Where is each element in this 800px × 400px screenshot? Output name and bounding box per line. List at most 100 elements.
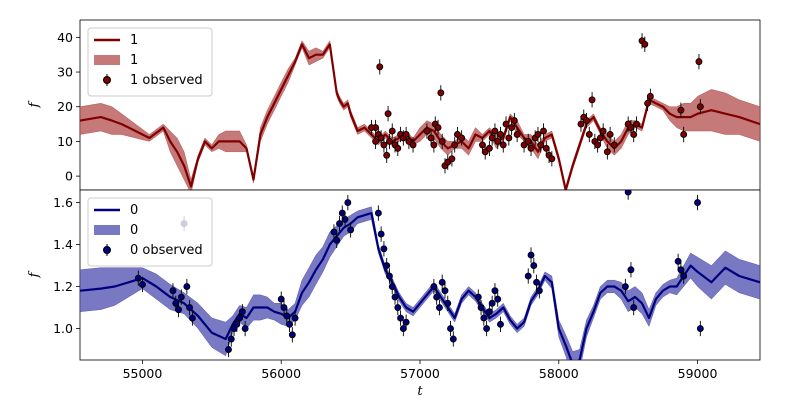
bottom-observed-point [344, 199, 352, 207]
top-observed-point [646, 92, 654, 100]
bottom-observed-point [175, 306, 182, 314]
bottom-observed-point [225, 346, 232, 353]
x-axis-label: t [417, 384, 423, 399]
top-observed-point [384, 110, 392, 118]
bottom-legend-band-swatch [94, 225, 120, 235]
bottom-series-line [80, 212, 760, 360]
bottom-observed-point [280, 304, 288, 311]
top-observed-point [513, 131, 521, 138]
top-observed-point [430, 141, 438, 149]
bottom-observed-point [677, 266, 685, 274]
top-observed-point [630, 131, 638, 138]
bottom-x-tick-label: 57000 [400, 366, 440, 381]
top-observed-point [606, 131, 614, 138]
top-observed-point [596, 134, 604, 142]
bottom-observed-point [288, 331, 296, 339]
bottom-x-ticks: 55000 56000 57000 58000 59000 [123, 360, 718, 381]
bottom-observed-point [433, 293, 441, 301]
bottom-observed-point [441, 287, 449, 295]
top-observed-point [627, 124, 635, 132]
bottom-observed-point [696, 325, 704, 332]
bottom-observed-point [338, 209, 346, 217]
bottom-observed-point [188, 314, 196, 322]
bottom-observed-point [336, 220, 343, 228]
top-observed-point [438, 137, 446, 145]
top-observed-point [458, 134, 466, 142]
bottom-observed-point [674, 257, 682, 265]
bottom-observed-point [374, 209, 382, 217]
bottom-observed-point [694, 199, 702, 207]
bottom-observed-point [621, 283, 629, 290]
top-observed-point [524, 137, 532, 145]
bottom-observed-point [291, 314, 299, 322]
top-observed-point [502, 120, 510, 128]
bottom-observed-point [241, 325, 249, 332]
bottom-observed-point [488, 299, 496, 307]
bottom-observed-point [391, 293, 399, 301]
top-observed-point [394, 144, 402, 152]
bottom-observed-point [438, 278, 446, 286]
bottom-observed-point [474, 293, 482, 301]
top-legend-band-swatch [94, 55, 120, 65]
top-observed-point [402, 131, 410, 138]
bottom-observed-point [477, 304, 485, 311]
top-uncertainty-band [80, 40, 760, 190]
bottom-x-tick-label: 59000 [678, 366, 718, 381]
bottom-legend: 0 0 0 observed [87, 197, 213, 267]
top-legend-label-line: 1 [130, 33, 138, 48]
top-observed-point [599, 127, 607, 135]
bottom-observed-point [377, 230, 385, 238]
bottom-y-ticks: 1.0 1.2 1.4 1.6 [53, 195, 80, 336]
bottom-observed-point [533, 278, 541, 286]
bottom-legend-marker-swatch [103, 246, 111, 254]
bottom-observed-point [627, 266, 635, 274]
bottom-observed-point [383, 262, 391, 270]
top-y-label: f [27, 100, 42, 108]
top-y-tick-label: 0 [65, 169, 73, 184]
top-legend-label-band: 1 [130, 53, 138, 68]
bottom-y-tick-label: 1.6 [53, 195, 73, 210]
top-observed-point [388, 127, 396, 135]
top-observed-point [367, 124, 375, 132]
top-observed-point [644, 99, 652, 107]
bottom-observed-point [494, 295, 502, 303]
top-observed-point [680, 131, 688, 138]
bottom-observed-point [535, 287, 543, 295]
bottom-observed-point [497, 320, 504, 328]
top-y-tick-label: 40 [57, 30, 73, 45]
bottom-y-label: f [27, 270, 42, 278]
top-observed-point [434, 124, 442, 132]
bottom-legend-label-observed: 0 observed [130, 243, 203, 258]
top-observed-point [485, 144, 493, 152]
top-observed-point [695, 58, 703, 66]
top-observed-point [540, 127, 547, 135]
top-observed-point [478, 141, 486, 149]
top-y-tick-label: 20 [57, 99, 73, 114]
bottom-observed-point [630, 304, 638, 311]
bottom-observed-point [430, 283, 438, 290]
top-observed-point [499, 141, 507, 149]
top-observed-point [633, 120, 640, 128]
top-legend-box [87, 27, 213, 97]
top-observed-point [409, 141, 417, 149]
bottom-observed-point [169, 287, 177, 295]
top-observed-point [537, 141, 545, 149]
bottom-x-tick-label: 58000 [539, 366, 579, 381]
bottom-observed-point [183, 283, 191, 290]
top-observed-point [376, 63, 384, 71]
bottom-observed-point [347, 226, 355, 234]
bottom-observed-point [449, 335, 457, 343]
bottom-x-tick-label: 55000 [123, 366, 163, 381]
bottom-observed-point [524, 272, 532, 280]
top-observed-point [603, 148, 611, 156]
top-plot-area [80, 33, 760, 190]
top-observed-point [588, 96, 596, 104]
bottom-observed-point [186, 304, 194, 311]
top-observed-point [548, 155, 556, 163]
top-observed-point [534, 131, 542, 138]
top-observed-point [448, 155, 456, 163]
bottom-observed-point [530, 262, 538, 270]
bottom-observed-point [134, 274, 142, 282]
bottom-observed-point [399, 325, 407, 332]
